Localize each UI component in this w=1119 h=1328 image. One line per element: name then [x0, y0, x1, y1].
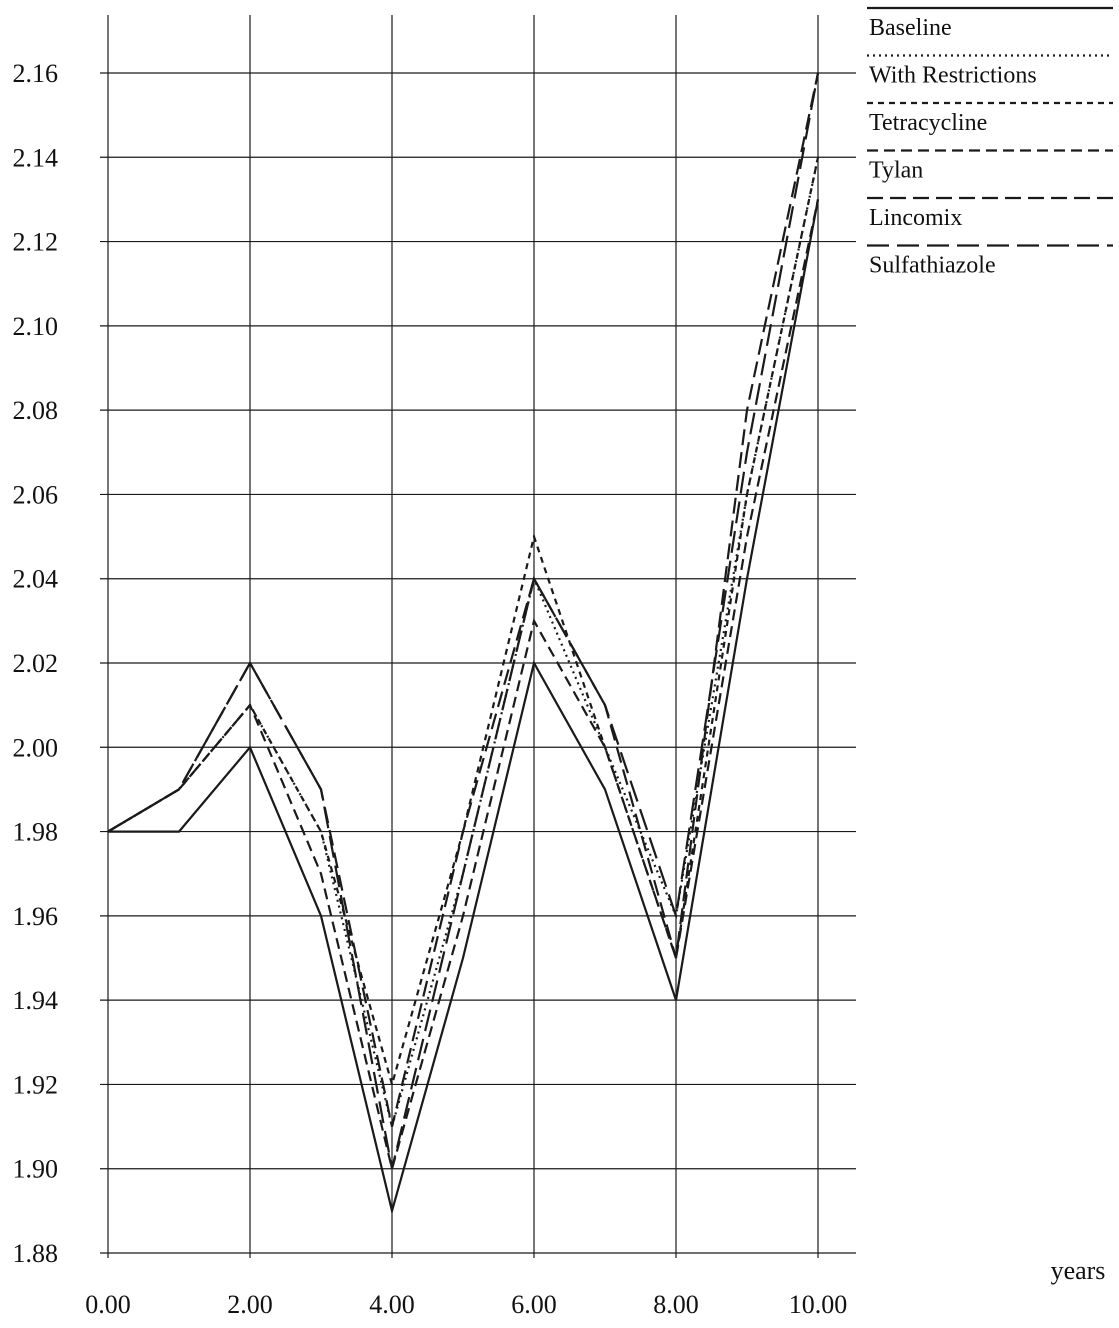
series-line-tylan [107, 199, 820, 1174]
legend-label-baseline: Baseline [869, 15, 952, 41]
y-tick-label: 2.12 [13, 228, 59, 257]
y-tick-labels: 1.88 1.90 1.92 1.94 1.96 1.98 2.00 2.02 2.04 2.06… [13, 59, 59, 1268]
y-tick-label: 2.14 [13, 143, 59, 172]
legend-label-lincomix: Lincomix [869, 205, 962, 231]
y-tick-label: 2.00 [13, 733, 59, 762]
series-line-sulfathiazole [107, 72, 820, 1169]
series-line-with-restrictions [107, 157, 820, 1131]
y-tick-label: 2.04 [13, 565, 59, 594]
x-tick-label: 8.00 [653, 1290, 699, 1319]
legend-label-sulfathiazole: Sulfathiazole [869, 253, 996, 279]
y-tick-label: 1.90 [13, 1155, 59, 1184]
y-tick-label: 2.16 [13, 59, 59, 88]
y-tick-label: 2.02 [13, 649, 59, 678]
x-tick-label: 10.00 [789, 1290, 848, 1319]
legend-label-tetracycline: Tetracycline [869, 110, 987, 136]
y-tick-label: 1.92 [13, 1070, 59, 1099]
legend-label-with-restrictions: With Restrictions [869, 63, 1037, 89]
legend-label-tylan: Tylan [869, 158, 923, 184]
y-tick-label: 1.94 [13, 986, 59, 1015]
y-tick-label: 1.88 [13, 1239, 59, 1268]
series-line-tetracycline [107, 157, 820, 1089]
y-tick-label: 1.96 [13, 902, 59, 931]
x-axis-label: years [1051, 1256, 1106, 1285]
series-line-baseline [108, 199, 820, 1216]
x-tick-labels: 0.00 2.00 4.00 6.00 8.00 10.00 [85, 1290, 847, 1319]
x-tick-label: 6.00 [511, 1290, 557, 1319]
x-tick-label: 4.00 [369, 1290, 415, 1319]
y-tick-label: 2.08 [13, 396, 59, 425]
y-tick-label: 1.98 [13, 818, 59, 847]
y-tick-label: 2.10 [13, 312, 59, 341]
series-line-lincomix [107, 72, 820, 1127]
legend: Baseline With Restrictions Tetracycline Tyl… [867, 6, 1113, 279]
series-layer [107, 72, 820, 1216]
x-tick-label: 0.00 [85, 1290, 131, 1319]
grid-layer [100, 15, 856, 1258]
x-tick-label: 2.00 [227, 1290, 273, 1319]
y-tick-label: 2.06 [13, 480, 59, 509]
